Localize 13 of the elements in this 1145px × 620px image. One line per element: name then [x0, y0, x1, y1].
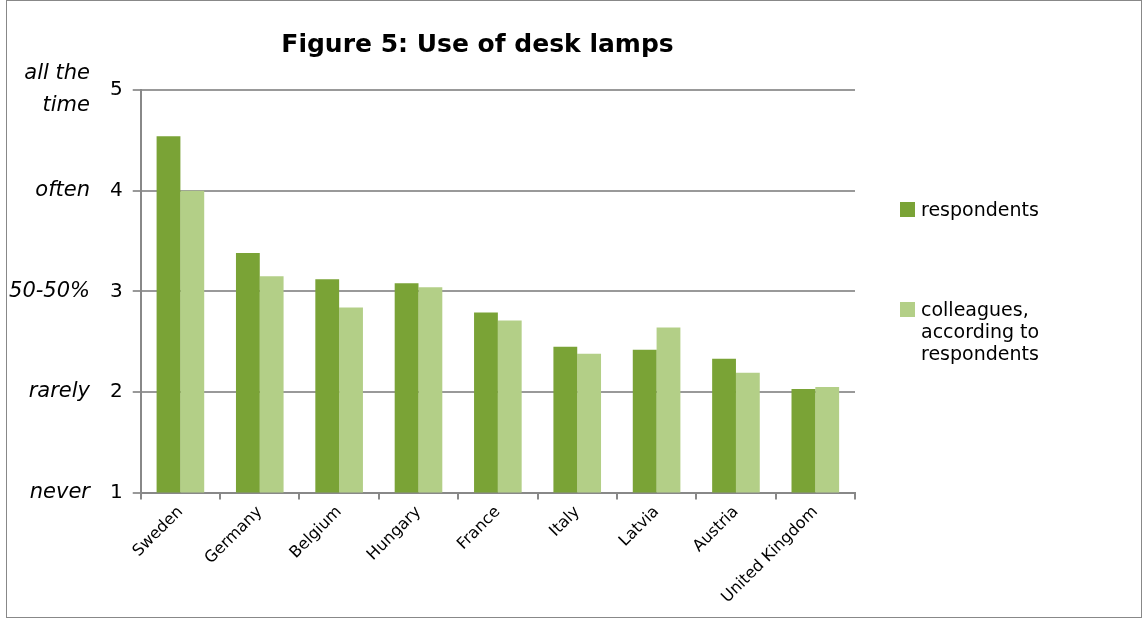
y-tick-label: 3 [109, 277, 123, 302]
text: never [29, 479, 92, 504]
y-tick-label: 5 [109, 76, 123, 101]
legend-label: respondents [921, 198, 1039, 220]
y-tick-label: 1 [109, 478, 123, 503]
text: 50-50% [9, 277, 90, 302]
chart-title: Figure 5: Use of desk lamps [281, 28, 674, 58]
y-tick-label: 2 [109, 378, 123, 403]
text: often [35, 177, 90, 202]
legend-label: colleagues, according to respondents [921, 298, 1041, 364]
text: rarely [28, 378, 91, 403]
y-tick-label: 4 [109, 176, 123, 201]
text: all the time [24, 60, 90, 117]
